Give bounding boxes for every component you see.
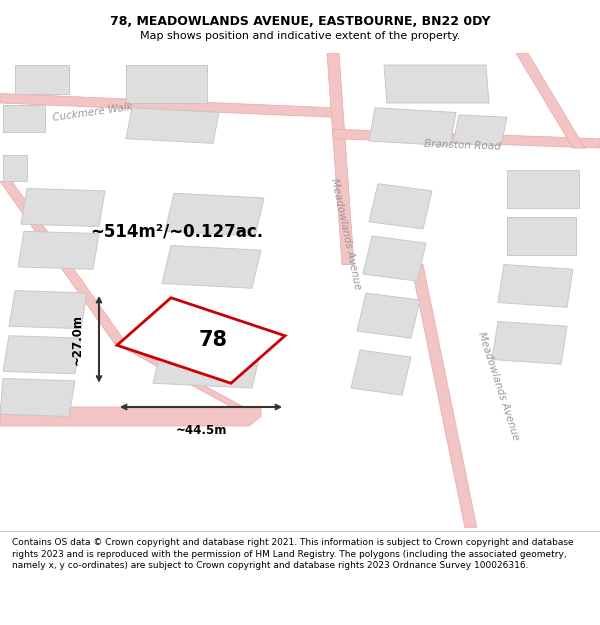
Polygon shape	[0, 407, 261, 426]
Text: Cuckmere Walk: Cuckmere Walk	[52, 102, 134, 123]
Polygon shape	[117, 298, 285, 383]
Polygon shape	[516, 53, 585, 148]
Text: ~514m²/~0.127ac.: ~514m²/~0.127ac.	[91, 222, 263, 240]
Polygon shape	[18, 231, 99, 269]
Polygon shape	[498, 264, 573, 308]
Polygon shape	[3, 155, 27, 181]
Text: ~44.5m: ~44.5m	[175, 424, 227, 437]
Text: Map shows position and indicative extent of the property.: Map shows position and indicative extent…	[140, 31, 460, 41]
Polygon shape	[327, 53, 354, 264]
Polygon shape	[114, 343, 261, 416]
Polygon shape	[351, 350, 411, 395]
Polygon shape	[0, 181, 126, 343]
Polygon shape	[0, 94, 333, 118]
Polygon shape	[333, 129, 600, 148]
Polygon shape	[15, 65, 69, 94]
Polygon shape	[0, 379, 75, 416]
Text: Contains OS data © Crown copyright and database right 2021. This information is : Contains OS data © Crown copyright and d…	[12, 538, 574, 571]
Polygon shape	[162, 246, 261, 288]
Polygon shape	[411, 264, 477, 528]
Text: 78, MEADOWLANDS AVENUE, EASTBOURNE, BN22 0DY: 78, MEADOWLANDS AVENUE, EASTBOURNE, BN22…	[110, 15, 490, 28]
Polygon shape	[492, 321, 567, 364]
Polygon shape	[369, 184, 432, 229]
Polygon shape	[126, 107, 219, 143]
Polygon shape	[3, 336, 81, 374]
Polygon shape	[507, 169, 579, 208]
Text: 78: 78	[199, 331, 227, 351]
Polygon shape	[9, 291, 87, 329]
Polygon shape	[153, 345, 261, 388]
Polygon shape	[369, 107, 456, 146]
Polygon shape	[165, 193, 264, 236]
Text: Branston Road: Branston Road	[424, 139, 500, 152]
Polygon shape	[384, 65, 489, 103]
Polygon shape	[3, 106, 45, 131]
Text: Meadowlands Avenue: Meadowlands Avenue	[329, 177, 362, 290]
Polygon shape	[21, 189, 105, 226]
Polygon shape	[453, 115, 507, 146]
Polygon shape	[507, 217, 576, 255]
Polygon shape	[357, 293, 420, 338]
Text: Meadowlands Avenue: Meadowlands Avenue	[476, 330, 520, 441]
Text: ~27.0m: ~27.0m	[71, 314, 84, 365]
Polygon shape	[126, 65, 207, 103]
Polygon shape	[363, 236, 426, 281]
